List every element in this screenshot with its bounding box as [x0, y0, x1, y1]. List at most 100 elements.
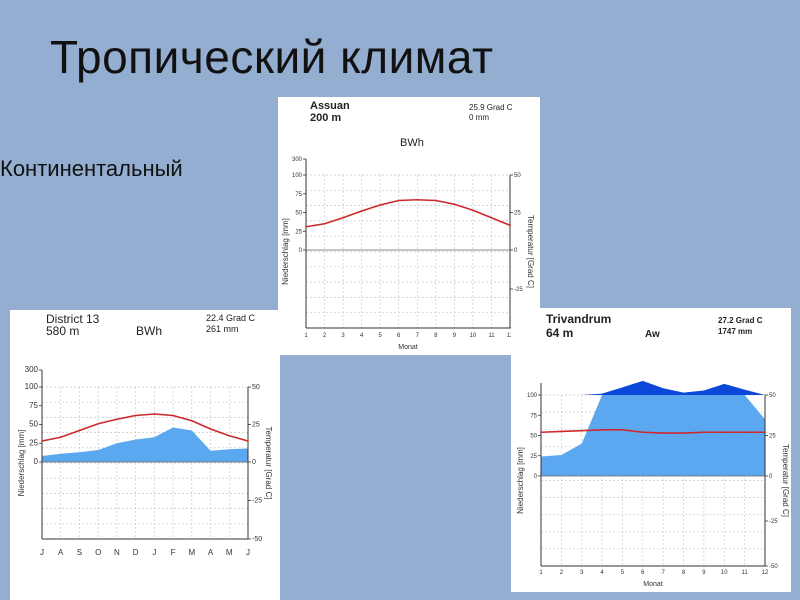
right-tick-label: -25: [514, 287, 523, 293]
station-elevation: 200 m: [310, 112, 342, 124]
temperature-point: [453, 203, 456, 206]
right-tick-label: 25: [252, 422, 260, 429]
x-axis-title: Monat: [643, 581, 663, 588]
left-tick-label: 0: [34, 457, 39, 466]
x-tick-label: N: [114, 548, 120, 557]
x-tick-label: J: [246, 548, 250, 557]
left-tick-label: 75: [29, 401, 38, 410]
annual-precipitation: 1747 mm: [718, 327, 753, 336]
right-tick-label: 50: [769, 393, 776, 399]
precipitation-area: [541, 395, 765, 476]
right-tick-label: 50: [252, 384, 260, 391]
temperature-point: [134, 414, 137, 417]
annual-precipitation: 261 mm: [206, 324, 239, 334]
mean-temperature: 22.4 Grad C: [206, 313, 256, 323]
x-tick-label: 8: [434, 333, 438, 339]
x-tick-label: A: [58, 548, 64, 557]
left-tick-label: 25: [530, 454, 537, 460]
right-tick-label: -50: [769, 564, 778, 570]
temperature-point: [41, 440, 43, 442]
temperature-point: [305, 225, 307, 228]
temperature-line: [540, 429, 765, 434]
temperature-point: [153, 413, 156, 415]
chart-plot: 300100755025050250-25-50123456789101112M…: [281, 157, 535, 351]
temperature-point: [97, 422, 100, 425]
temperature-point: [560, 430, 563, 433]
climate-class: Aw: [645, 329, 660, 340]
left-tick-label: 50: [29, 420, 38, 429]
temperature-point: [723, 431, 726, 434]
left-axis-title: Niederschlag [mm]: [281, 218, 290, 285]
x-tick-label: M: [226, 548, 233, 557]
mean-temperature: 25.9 Grad C: [469, 103, 513, 112]
x-tick-label: 3: [580, 570, 584, 576]
left-tick-label: 300: [292, 157, 303, 163]
left-tick-label: 50: [295, 211, 302, 217]
x-tick-label: 7: [416, 333, 420, 339]
right-tick-label: 0: [769, 474, 773, 480]
left-tick-label: 100: [527, 393, 538, 399]
temperature-point: [682, 432, 685, 434]
temperature-point: [580, 429, 583, 432]
temperature-point: [116, 418, 118, 421]
x-axis-title: Monat: [398, 344, 418, 351]
climate-class: BWh: [400, 137, 424, 149]
x-tick-label: 4: [360, 333, 364, 339]
x-tick-label: 6: [397, 333, 401, 339]
x-tick-label: 4: [600, 570, 604, 576]
temperature-point: [379, 204, 382, 206]
x-tick-label: F: [171, 548, 176, 557]
slide-subtitle: Континентальный: [0, 156, 183, 181]
x-tick-label: 12: [762, 570, 769, 576]
left-tick-label: 0: [299, 248, 303, 254]
temperature-point: [434, 199, 437, 202]
right-tick-label: 25: [514, 211, 521, 217]
x-tick-label: 11: [488, 333, 495, 339]
climate-chart-assuan: Assuan 200 m BWh 25.9 Grad C 0 mm 300 100…: [278, 97, 540, 355]
right-tick-label: -25: [252, 498, 262, 505]
right-tick-label: 0: [252, 459, 256, 466]
right-axis-title: Temperatur [Grad C]: [781, 444, 790, 517]
x-tick-label: A: [208, 548, 214, 557]
temperature-point: [342, 216, 344, 219]
temperature-point: [360, 210, 363, 212]
left-axis-title: Niederschlag [mm]: [516, 447, 525, 514]
temperature-point: [397, 199, 400, 202]
temperature-point: [78, 429, 81, 432]
station-elevation: 580 m: [46, 324, 80, 338]
climate-class: BWh: [136, 324, 163, 338]
left-tick-label: 25: [295, 229, 302, 235]
x-tick-label: 5: [621, 570, 625, 576]
mean-temperature: 27.2 Grad C: [718, 316, 763, 325]
x-tick-label: 10: [721, 570, 728, 576]
x-tick-label: 7: [662, 570, 666, 576]
temperature-point: [662, 432, 665, 434]
x-tick-label: D: [133, 548, 139, 557]
climate-chart-trivandrum: Trivandrum 64 m Aw 27.2 Grad C 1747 mm 1…: [511, 308, 791, 592]
temperature-point: [323, 222, 326, 225]
x-tick-label: 10: [470, 333, 477, 339]
x-tick-label: S: [77, 548, 82, 557]
left-tick-label: 25: [29, 438, 38, 447]
temperature-point: [59, 436, 62, 439]
right-tick-label: -25: [769, 519, 778, 525]
right-tick-label: 0: [514, 248, 518, 254]
x-tick-label: J: [152, 548, 156, 557]
left-tick-label: 100: [292, 173, 303, 179]
temperature-point: [416, 198, 419, 201]
temperature-point: [764, 431, 766, 434]
left-axis-title: Niederschlag [mm]: [17, 430, 26, 497]
x-tick-label: 1: [539, 570, 543, 576]
temperature-point: [601, 428, 603, 431]
right-tick-label: 50: [514, 173, 521, 179]
temperature-point: [472, 209, 474, 212]
precipitation-excess-area: [541, 380, 765, 395]
slide-title: Тропический климат: [50, 31, 494, 83]
precipitation-area: [42, 427, 248, 462]
temperature-point: [490, 216, 493, 219]
x-tick-label: 2: [323, 333, 327, 339]
x-tick-label: O: [95, 548, 101, 557]
right-tick-label: 25: [769, 434, 776, 440]
x-tick-label: 2: [560, 570, 564, 576]
